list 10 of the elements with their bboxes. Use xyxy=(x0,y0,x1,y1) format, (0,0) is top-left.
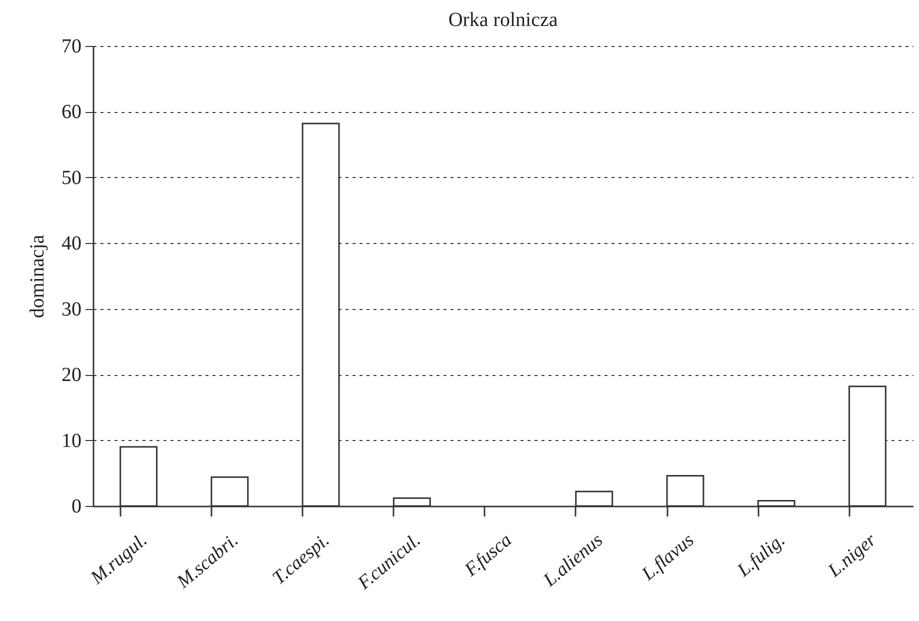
y-tick-label: 40 xyxy=(62,232,82,255)
chart-title: Orka rolnicza xyxy=(448,9,558,31)
y-tick-label: 0 xyxy=(72,496,82,518)
y-tick-label: 30 xyxy=(62,298,82,320)
y-axis-title: dominacja xyxy=(26,234,48,318)
y-tick-label: 70 xyxy=(62,36,82,58)
y-tick-label: 60 xyxy=(62,101,82,124)
y-tick-label: 50 xyxy=(62,166,82,189)
y-tick-label: 10 xyxy=(62,430,82,452)
y-tick-label: 20 xyxy=(62,364,82,386)
